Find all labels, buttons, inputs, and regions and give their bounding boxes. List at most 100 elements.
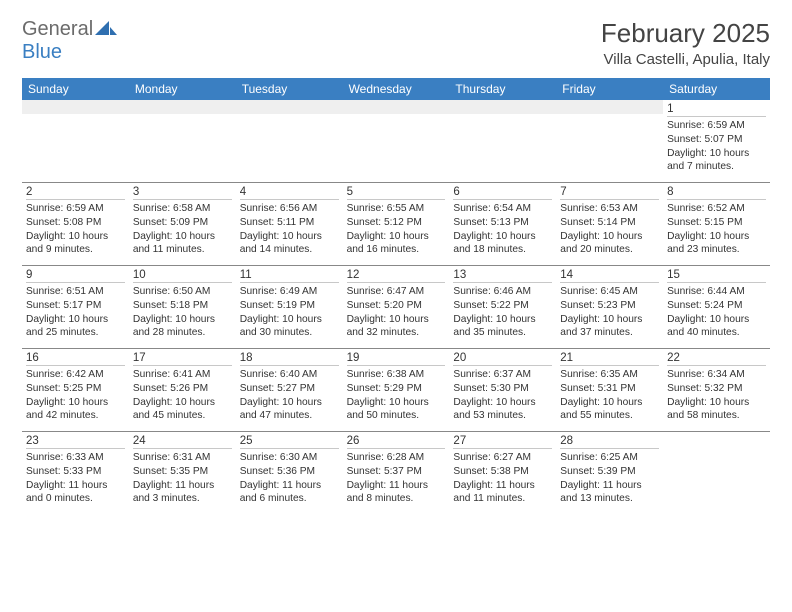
day-number: 28 — [560, 434, 659, 449]
day-sun-info: Sunrise: 6:59 AMSunset: 5:08 PMDaylight:… — [26, 202, 125, 257]
day-sun-info: Sunrise: 6:54 AMSunset: 5:13 PMDaylight:… — [453, 202, 552, 257]
day-sun-info: Sunrise: 6:59 AMSunset: 5:07 PMDaylight:… — [667, 119, 766, 174]
month-title: February 2025 — [601, 18, 770, 49]
calendar-day: 10 Sunrise: 6:50 AMSunset: 5:18 PMDayligh… — [129, 266, 236, 348]
calendar-day-empty — [556, 100, 663, 182]
calendar-day-empty — [129, 100, 236, 182]
calendar-day: 19 Sunrise: 6:38 AMSunset: 5:29 PMDayligh… — [343, 349, 450, 431]
day-number: 11 — [240, 268, 339, 283]
day-number: 25 — [240, 434, 339, 449]
title-block: February 2025 Villa Castelli, Apulia, It… — [601, 18, 770, 68]
day-number: 27 — [453, 434, 552, 449]
day-sun-info: Sunrise: 6:49 AMSunset: 5:19 PMDaylight:… — [240, 285, 339, 340]
weekday-label: Thursday — [449, 78, 556, 100]
calendar-day-empty — [343, 100, 450, 182]
day-sun-info: Sunrise: 6:33 AMSunset: 5:33 PMDaylight:… — [26, 451, 125, 506]
day-number: 1 — [667, 102, 766, 117]
day-sun-info: Sunrise: 6:52 AMSunset: 5:15 PMDaylight:… — [667, 202, 766, 257]
day-sun-info: Sunrise: 6:42 AMSunset: 5:25 PMDaylight:… — [26, 368, 125, 423]
day-sun-info: Sunrise: 6:44 AMSunset: 5:24 PMDaylight:… — [667, 285, 766, 340]
calendar-day: 26 Sunrise: 6:28 AMSunset: 5:37 PMDayligh… — [343, 432, 450, 514]
day-sun-info: Sunrise: 6:31 AMSunset: 5:35 PMDaylight:… — [133, 451, 232, 506]
calendar-day-empty — [449, 100, 556, 182]
day-sun-info: Sunrise: 6:35 AMSunset: 5:31 PMDaylight:… — [560, 368, 659, 423]
calendar-day: 25Sunrise: 6:30 AMSunset: 5:36 PMDayligh… — [236, 432, 343, 514]
day-number: 12 — [347, 268, 446, 283]
weekday-label: Tuesday — [236, 78, 343, 100]
day-number: 3 — [133, 185, 232, 200]
day-number: 19 — [347, 351, 446, 366]
day-number: 14 — [560, 268, 659, 283]
day-sun-info: Sunrise: 6:27 AMSunset: 5:38 PMDaylight:… — [453, 451, 552, 506]
calendar-day: 6 Sunrise: 6:54 AMSunset: 5:13 PMDaylight… — [449, 183, 556, 265]
weekday-label: Friday — [556, 78, 663, 100]
day-sun-info: Sunrise: 6:38 AMSunset: 5:29 PMDaylight:… — [347, 368, 446, 423]
weekday-label: Monday — [129, 78, 236, 100]
day-sun-info: Sunrise: 6:50 AMSunset: 5:18 PMDaylight:… — [133, 285, 232, 340]
calendar-day: 4 Sunrise: 6:56 AMSunset: 5:11 PMDaylight… — [236, 183, 343, 265]
calendar-day: 2Sunrise: 6:59 AMSunset: 5:08 PMDaylight… — [22, 183, 129, 265]
calendar-day: 22 Sunrise: 6:34 AMSunset: 5:32 PMDayligh… — [663, 349, 770, 431]
logo-sail-icon — [95, 19, 117, 40]
day-sun-info: Sunrise: 6:25 AMSunset: 5:39 PMDaylight:… — [560, 451, 659, 506]
day-number: 26 — [347, 434, 446, 449]
calendar-day: 3Sunrise: 6:58 AMSunset: 5:09 PMDaylight… — [129, 183, 236, 265]
day-sun-info: Sunrise: 6:40 AMSunset: 5:27 PMDaylight:… — [240, 368, 339, 423]
day-number: 15 — [667, 268, 766, 283]
calendar-day: 15 Sunrise: 6:44 AMSunset: 5:24 PMDayligh… — [663, 266, 770, 348]
day-sun-info: Sunrise: 6:51 AMSunset: 5:17 PMDaylight:… — [26, 285, 125, 340]
day-number: 24 — [133, 434, 232, 449]
calendar-day: 8Sunrise: 6:52 AMSunset: 5:15 PMDaylight… — [663, 183, 770, 265]
calendar-day: 20 Sunrise: 6:37 AMSunset: 5:30 PMDayligh… — [449, 349, 556, 431]
day-sun-info: Sunrise: 6:55 AMSunset: 5:12 PMDaylight:… — [347, 202, 446, 257]
day-sun-info: Sunrise: 6:34 AMSunset: 5:32 PMDaylight:… — [667, 368, 766, 423]
calendar-day: 12Sunrise: 6:47 AMSunset: 5:20 PMDayligh… — [343, 266, 450, 348]
day-number: 10 — [133, 268, 232, 283]
calendar-day: 1 Sunrise: 6:59 AMSunset: 5:07 PMDaylight… — [663, 100, 770, 182]
day-number: 13 — [453, 268, 552, 283]
weekday-label: Wednesday — [343, 78, 450, 100]
day-sun-info: Sunrise: 6:28 AMSunset: 5:37 PMDaylight:… — [347, 451, 446, 506]
calendar-body: 1 Sunrise: 6:59 AMSunset: 5:07 PMDaylight… — [22, 100, 770, 514]
calendar-day-empty — [236, 100, 343, 182]
calendar-day: 11 Sunrise: 6:49 AMSunset: 5:19 PMDayligh… — [236, 266, 343, 348]
logo-text-general: General — [22, 18, 93, 40]
day-number: 16 — [26, 351, 125, 366]
day-sun-info: Sunrise: 6:45 AMSunset: 5:23 PMDaylight:… — [560, 285, 659, 340]
calendar-day: 5 Sunrise: 6:55 AMSunset: 5:12 PMDaylight… — [343, 183, 450, 265]
calendar-day: 13 Sunrise: 6:46 AMSunset: 5:22 PMDayligh… — [449, 266, 556, 348]
day-number: 22 — [667, 351, 766, 366]
logo: General Blue — [22, 18, 117, 64]
day-number: 6 — [453, 185, 552, 200]
day-sun-info: Sunrise: 6:46 AMSunset: 5:22 PMDaylight:… — [453, 285, 552, 340]
calendar-day: 18 Sunrise: 6:40 AMSunset: 5:27 PMDayligh… — [236, 349, 343, 431]
day-number: 18 — [240, 351, 339, 366]
calendar-day: 7Sunrise: 6:53 AMSunset: 5:14 PMDaylight… — [556, 183, 663, 265]
day-number: 4 — [240, 185, 339, 200]
calendar-week: 2Sunrise: 6:59 AMSunset: 5:08 PMDaylight… — [22, 183, 770, 266]
calendar-day: 28 Sunrise: 6:25 AMSunset: 5:39 PMDayligh… — [556, 432, 663, 514]
calendar-day: 23Sunrise: 6:33 AMSunset: 5:33 PMDayligh… — [22, 432, 129, 514]
day-number: 9 — [26, 268, 125, 283]
day-number: 17 — [133, 351, 232, 366]
day-sun-info: Sunrise: 6:37 AMSunset: 5:30 PMDaylight:… — [453, 368, 552, 423]
day-number: 21 — [560, 351, 659, 366]
calendar-week: 16 Sunrise: 6:42 AMSunset: 5:25 PMDayligh… — [22, 349, 770, 432]
calendar-week: 9 Sunrise: 6:51 AMSunset: 5:17 PMDaylight… — [22, 266, 770, 349]
calendar-weekday-header: Sunday Monday Tuesday Wednesday Thursday… — [22, 78, 770, 100]
weekday-label: Sunday — [22, 78, 129, 100]
weekday-label: Saturday — [663, 78, 770, 100]
calendar-day: 21 Sunrise: 6:35 AMSunset: 5:31 PMDayligh… — [556, 349, 663, 431]
day-sun-info: Sunrise: 6:41 AMSunset: 5:26 PMDaylight:… — [133, 368, 232, 423]
location-subtitle: Villa Castelli, Apulia, Italy — [601, 51, 770, 68]
day-sun-info: Sunrise: 6:53 AMSunset: 5:14 PMDaylight:… — [560, 202, 659, 257]
calendar-day-empty — [22, 100, 129, 182]
calendar-day: 16 Sunrise: 6:42 AMSunset: 5:25 PMDayligh… — [22, 349, 129, 431]
calendar-day: 17 Sunrise: 6:41 AMSunset: 5:26 PMDayligh… — [129, 349, 236, 431]
day-number: 5 — [347, 185, 446, 200]
logo-text-blue: Blue — [22, 41, 62, 63]
calendar-week: 23Sunrise: 6:33 AMSunset: 5:33 PMDayligh… — [22, 432, 770, 514]
day-sun-info: Sunrise: 6:56 AMSunset: 5:11 PMDaylight:… — [240, 202, 339, 257]
day-number: 20 — [453, 351, 552, 366]
calendar-week: 1 Sunrise: 6:59 AMSunset: 5:07 PMDaylight… — [22, 100, 770, 183]
